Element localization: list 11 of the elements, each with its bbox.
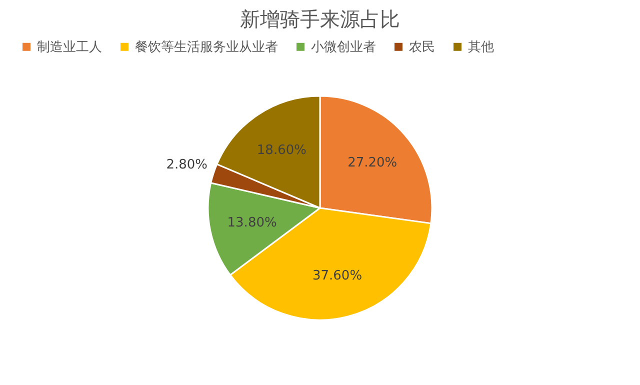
chart-title: 新增骑手来源占比 (240, 7, 400, 31)
legend-label: 小微创业者 (311, 40, 376, 55)
data-label: 13.80% (227, 215, 277, 230)
data-label: 27.20% (348, 155, 398, 170)
data-label: 18.60% (256, 143, 306, 158)
data-label: 37.60% (312, 268, 362, 284)
legend-label: 其他 (468, 40, 494, 55)
legend-label: 农民 (409, 40, 435, 55)
legend-label: 制造业工人 (37, 40, 102, 55)
legend-label: 餐饮等生活服务业从业者 (135, 40, 278, 55)
data-label: 2.80% (166, 158, 208, 173)
